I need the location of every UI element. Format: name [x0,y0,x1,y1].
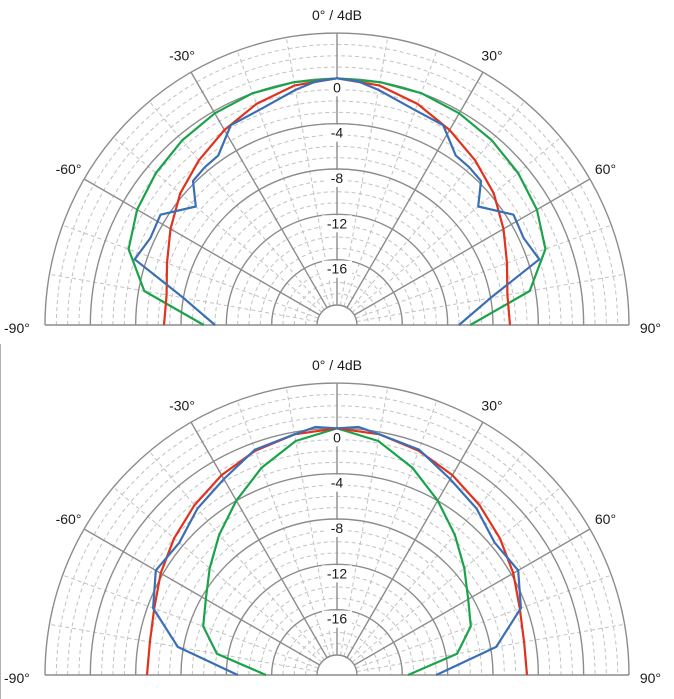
radial-tick-label: -16 [327,611,347,627]
tick-label-backing [330,79,344,97]
grid-ring-minor [203,541,471,676]
radial-tick-label: -4 [331,475,344,491]
radial-tick-label: -4 [331,125,344,141]
polar-grid [44,382,630,676]
radial-tick-label: -12 [327,565,347,581]
grid-ring-minor [203,191,471,326]
angle-label: 30° [481,48,502,64]
grid-ring-minor [55,394,619,676]
grid-spoke-major [190,421,328,659]
radial-tick-label: -8 [331,520,344,536]
grid-ring-minor [146,484,528,676]
tick-label-backing [322,215,352,233]
grid-spoke-major [346,71,484,309]
angle-label: -60° [56,511,82,527]
polar-chart-bottom: 0 -4 -8 -12 -16 -90° -60° -30° 30° 60° 90° 0° / 4dB [4,357,661,686]
grid-spoke-major [353,528,591,666]
polar-grid [44,32,630,326]
tick-label-backing [326,170,348,187]
angle-label: 90° [640,320,661,336]
radial-tick-label: -12 [327,215,347,231]
grid-spoke-major [346,421,484,659]
radial-tick-label: 0 [333,429,341,445]
grid-ring-minor [101,439,573,676]
grid-spoke-major [83,528,321,666]
grid-spoke-major [190,71,328,309]
angle-label: -60° [56,161,82,177]
angle-label: -30° [169,48,195,64]
grid-ring-minor [101,89,573,326]
tick-label-backing [322,260,352,278]
tick-label-backing [326,474,348,492]
polar-chart-top: 0 -4 -8 -12 -16 -90° -60° -30° 30° 60° 90° 0° / 4dB [4,7,661,336]
grid-ring-minor [78,66,596,326]
radial-tick-label: 0 [333,79,341,95]
angle-label: 60° [595,511,616,527]
chart-title: 0° / 4dB [312,357,362,373]
tick-label-backing [322,565,352,583]
grid-ring-center [316,654,358,676]
angle-label: 90° [640,670,661,686]
grid-spoke-major [353,178,591,316]
angle-label: -30° [169,398,195,414]
tick-label-backing [330,429,344,447]
polar-plot-top: 0 -4 -8 -12 -16 -90° -60° -30° 30° 60° 90° 0° / 4dB [0,0,674,345]
radial-tick-label: -8 [331,170,344,186]
tick-label-backing [322,610,352,628]
angle-label: -90° [4,670,30,686]
grid-ring-minor [55,44,619,326]
series-line-2 [133,77,541,326]
series-line-2 [152,425,522,676]
tick-label-backing [326,520,348,537]
divider-line [0,344,1,699]
angle-label: -90° [4,320,30,336]
angle-label: 30° [481,398,502,414]
angle-label: 60° [595,161,616,177]
radial-tick-label: -16 [327,261,347,277]
polar-plot-bottom: 0 -4 -8 -12 -16 -90° -60° -30° 30° 60° 90° 0° / 4dB [0,350,674,695]
chart-title: 0° / 4dB [312,7,362,23]
grid-ring-minor [78,416,596,676]
tick-label-backing [326,124,348,142]
grid-spoke-major [83,178,321,316]
grid-ring-center [316,304,358,326]
